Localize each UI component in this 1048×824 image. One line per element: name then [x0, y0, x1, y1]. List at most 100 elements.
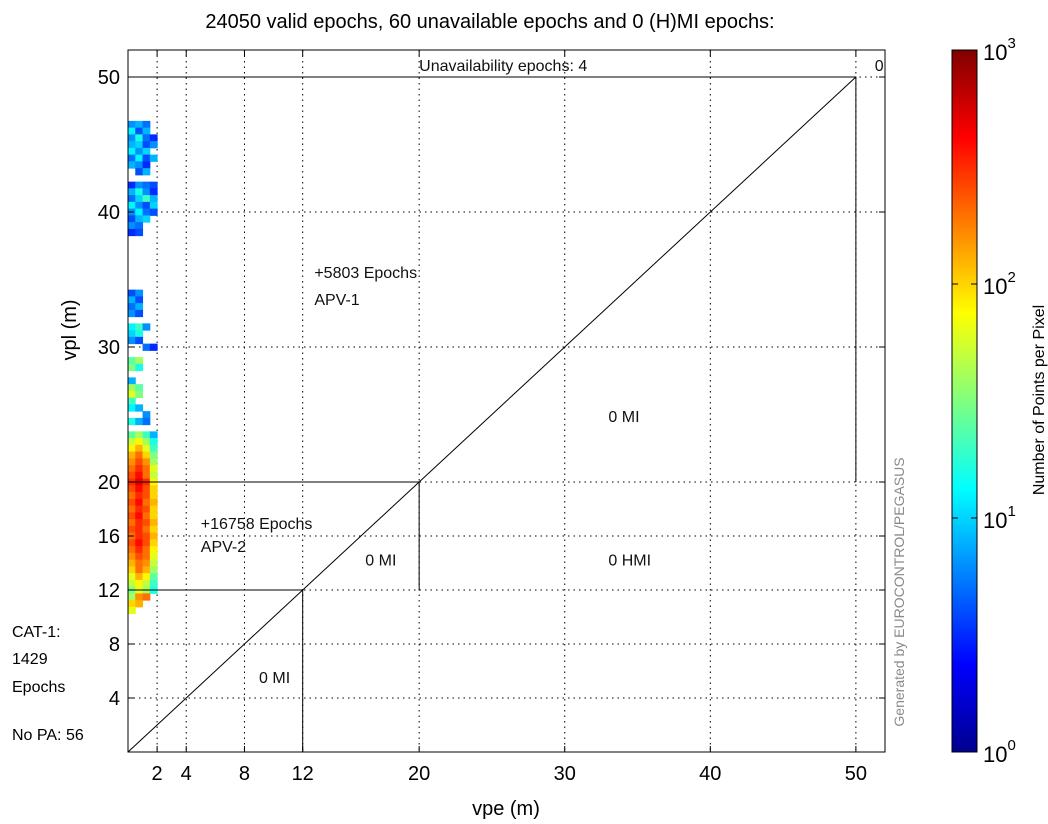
- y-tick-label: 40: [98, 202, 120, 224]
- heatmap-cell: [128, 391, 136, 398]
- heatmap-cell: [128, 364, 136, 371]
- colorbar: [952, 50, 977, 752]
- heatmap-cell: [143, 182, 151, 189]
- heatmap-cell: [135, 209, 143, 216]
- heatmap-cell: [128, 519, 136, 526]
- heatmap-cell: [143, 188, 151, 195]
- region-apv-2-boundary: [128, 482, 419, 590]
- heatmap-cell: [143, 148, 151, 155]
- heatmap-cell: [143, 418, 151, 425]
- heatmap-cell: [150, 438, 158, 445]
- heatmap-cell: [135, 337, 143, 344]
- heatmap-cell: [128, 296, 136, 303]
- heatmap-cell: [143, 134, 151, 141]
- heatmap-cell: [143, 580, 151, 587]
- heatmap-cell: [128, 229, 136, 236]
- heatmap-cell: [143, 492, 151, 499]
- heatmap-cell: [135, 573, 143, 580]
- colorbar-tick-label: 100: [983, 737, 1016, 767]
- x-tick-label: 20: [408, 763, 430, 785]
- x-tick-labels: 2 4 8 12 20 30 40 50: [152, 763, 867, 785]
- heatmap-cell: [135, 168, 143, 175]
- heatmap-cell: [128, 438, 136, 445]
- heatmap-cell: [135, 506, 143, 513]
- colorbar-tick-label: 102: [983, 269, 1016, 299]
- heatmap-cell: [150, 519, 158, 526]
- annotation-label: APV-1: [314, 292, 359, 309]
- heatmap-cell: [135, 452, 143, 459]
- heatmap-cell: [150, 472, 158, 479]
- x-tick-label: 30: [554, 763, 576, 785]
- heatmap-cell: [135, 539, 143, 546]
- heatmap-cell: [143, 141, 151, 148]
- heatmap-cell: [128, 215, 136, 222]
- heatmap-cell: [135, 330, 143, 337]
- heatmap-cell: [128, 553, 136, 560]
- heatmap-cell: [135, 195, 143, 202]
- heatmap-cell: [128, 492, 136, 499]
- x-tick-label: 40: [699, 763, 721, 785]
- heatmap-cell: [128, 452, 136, 459]
- colorbar-tick-label: 101: [983, 503, 1016, 533]
- heatmap-cell: [135, 229, 143, 236]
- heatmap-cell: [143, 155, 151, 162]
- region-apv-1-boundary: [128, 77, 856, 482]
- heatmap-cell: [135, 182, 143, 189]
- annotation-label: APV-2: [201, 539, 246, 556]
- heatmap-cell: [143, 546, 151, 553]
- heatmap-cell: [135, 560, 143, 567]
- x-axis-label: vpe (m): [472, 798, 540, 820]
- heatmap-cell: [150, 539, 158, 546]
- heatmap-cell: [150, 580, 158, 587]
- y-tick-label: 12: [98, 580, 120, 602]
- y-tick-label: 20: [98, 472, 120, 494]
- heatmap-cells: [128, 121, 158, 614]
- heatmap-cell: [135, 600, 143, 607]
- heatmap-cell: [150, 431, 158, 438]
- heatmap-cell: [128, 580, 136, 587]
- x-tick-label: 50: [845, 763, 867, 785]
- heatmap-cell: [128, 512, 136, 519]
- heatmap-cell: [150, 452, 158, 459]
- y-tick-labels: 48121620304050: [98, 67, 120, 710]
- heatmap-cell: [135, 485, 143, 492]
- heatmap-cell: [143, 195, 151, 202]
- heatmap-cell: [143, 566, 151, 573]
- heatmap-cell: [135, 404, 143, 411]
- y-tick-label: 30: [98, 337, 120, 359]
- heatmap-cell: [135, 519, 143, 526]
- heatmap-cell: [135, 391, 143, 398]
- heatmap-cell: [150, 553, 158, 560]
- heatmap-cell: [143, 526, 151, 533]
- heatmap-cell: [128, 330, 136, 337]
- heatmap-cell: [135, 384, 143, 391]
- x-tick-label: 12: [292, 763, 314, 785]
- heatmap-cell: [128, 607, 136, 614]
- heatmap-cell: [150, 492, 158, 499]
- annotation-label: +16758 Epochs: [201, 516, 313, 533]
- heatmap-cell: [150, 499, 158, 506]
- heatmap-cell: [143, 344, 151, 351]
- heatmap-cell: [150, 202, 158, 209]
- heatmap-cell: [128, 465, 136, 472]
- annotation-label: 0 HMI: [608, 552, 651, 569]
- heatmap-cell: [128, 431, 136, 438]
- heatmap-cell: [135, 364, 143, 371]
- heatmap-cell: [128, 195, 136, 202]
- annotation-label: 0 MI: [259, 670, 290, 687]
- heatmap-cell: [150, 526, 158, 533]
- heatmap-cell: [128, 128, 136, 135]
- heatmap-cell: [128, 526, 136, 533]
- heatmap-cell: [150, 546, 158, 553]
- heatmap-cell: [135, 222, 143, 229]
- heatmap-cell: [150, 533, 158, 540]
- heatmap-cell: [143, 593, 151, 600]
- heatmap-cell: [135, 155, 143, 162]
- heatmap-cell: [135, 445, 143, 452]
- heatmap-cell: [150, 512, 158, 519]
- heatmap-cell: [135, 134, 143, 141]
- heatmap-cell: [135, 593, 143, 600]
- heatmap-cell: [128, 573, 136, 580]
- heatmap-cell: [143, 560, 151, 567]
- heatmap-cell: [128, 182, 136, 189]
